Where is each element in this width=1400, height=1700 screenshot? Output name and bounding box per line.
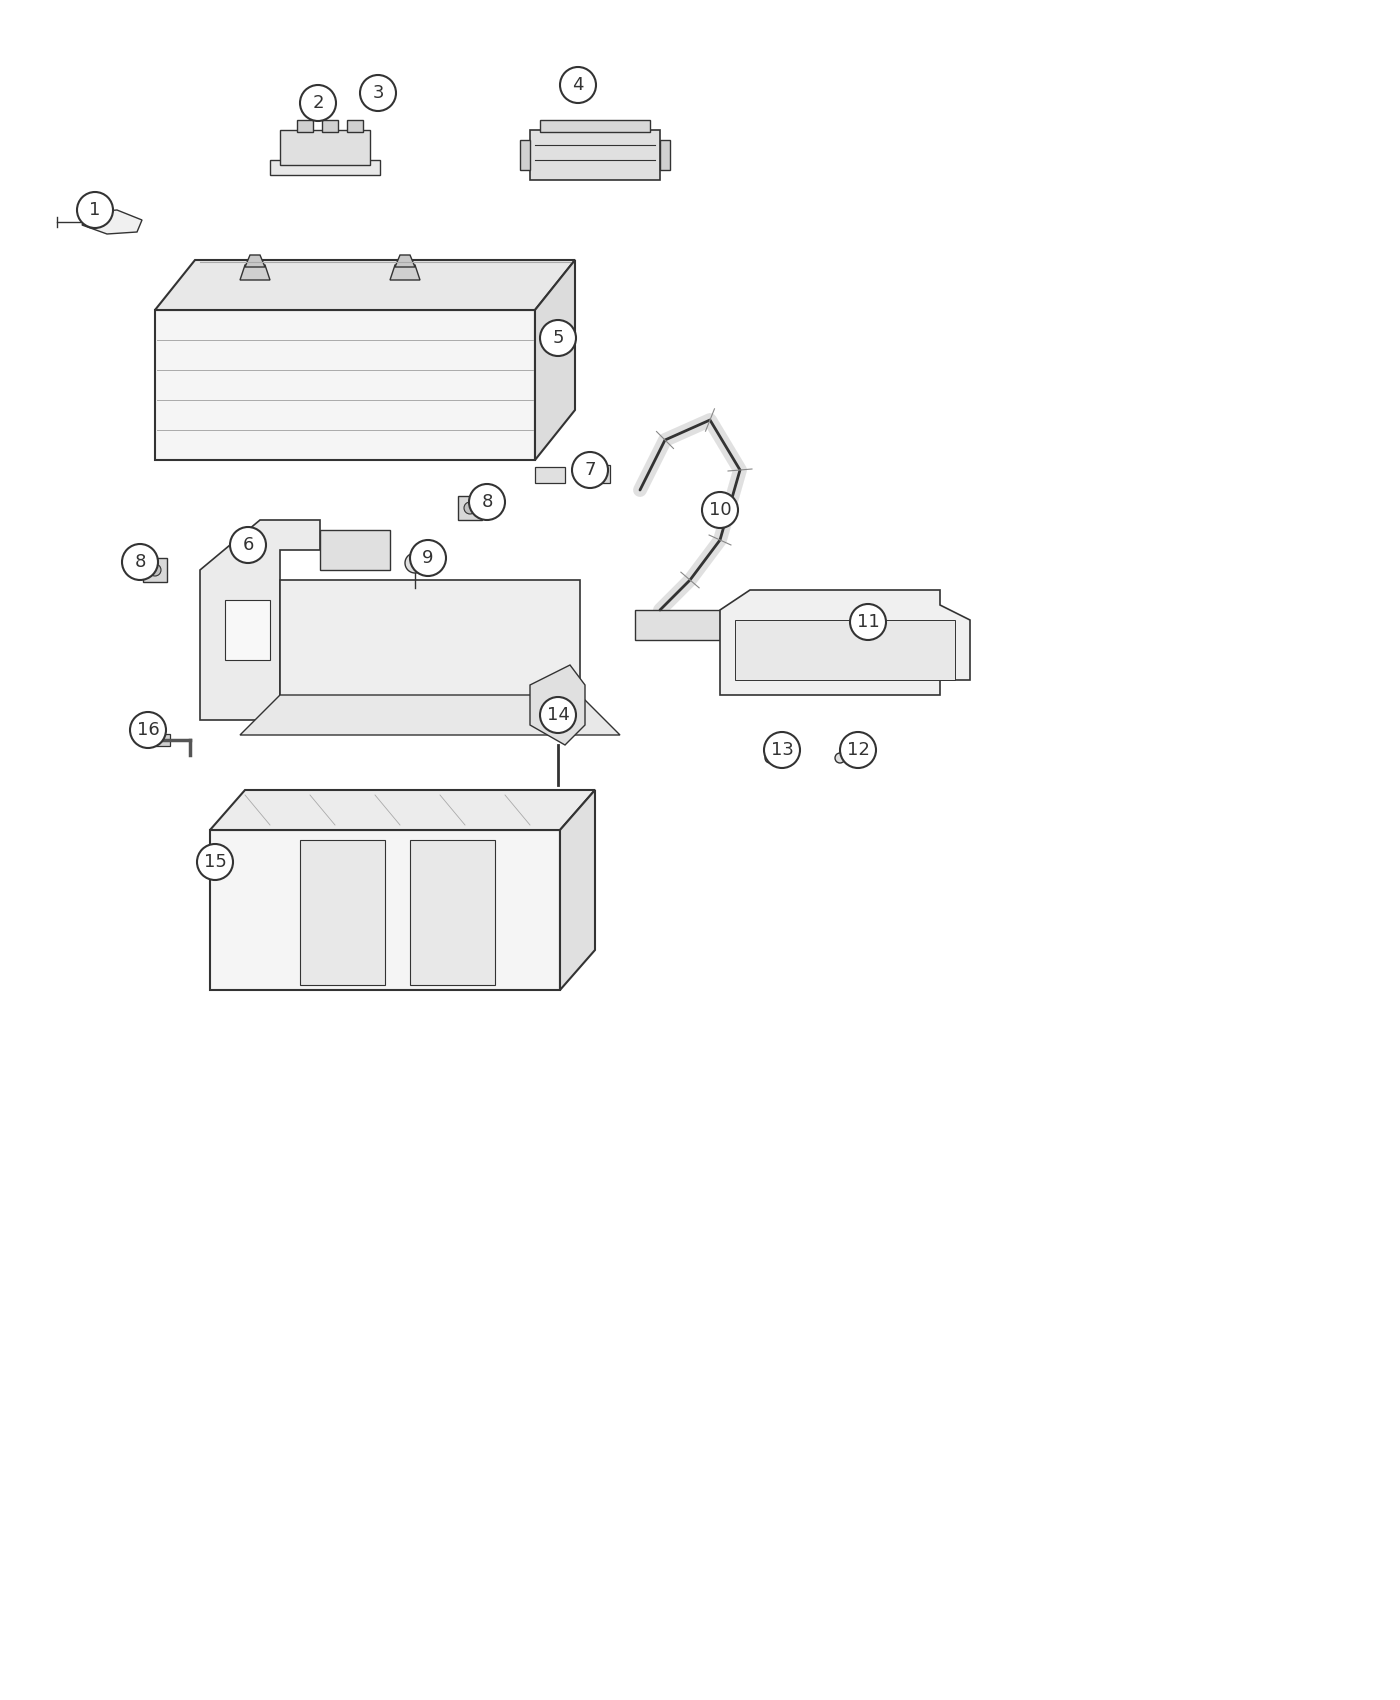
Circle shape	[405, 552, 426, 573]
Polygon shape	[300, 840, 385, 984]
Text: 7: 7	[584, 461, 596, 479]
Text: 10: 10	[708, 502, 731, 518]
Circle shape	[230, 527, 266, 563]
Circle shape	[764, 753, 776, 763]
Text: 1: 1	[90, 201, 101, 219]
Polygon shape	[395, 255, 414, 267]
Polygon shape	[580, 466, 610, 483]
Polygon shape	[280, 129, 370, 165]
Polygon shape	[531, 665, 585, 745]
Polygon shape	[391, 265, 420, 280]
Polygon shape	[155, 309, 535, 461]
Polygon shape	[659, 139, 671, 170]
Circle shape	[300, 85, 336, 121]
Polygon shape	[155, 260, 575, 309]
Circle shape	[148, 564, 161, 576]
Polygon shape	[560, 790, 595, 989]
Text: 14: 14	[546, 706, 570, 724]
Text: 6: 6	[242, 536, 253, 554]
Text: 3: 3	[372, 83, 384, 102]
Circle shape	[840, 733, 876, 768]
Circle shape	[540, 320, 575, 355]
Polygon shape	[347, 121, 363, 133]
Circle shape	[77, 192, 113, 228]
Polygon shape	[321, 530, 391, 570]
Text: 15: 15	[203, 853, 227, 870]
Polygon shape	[245, 255, 265, 267]
Circle shape	[463, 502, 476, 513]
Circle shape	[197, 843, 232, 881]
Circle shape	[360, 75, 396, 110]
Polygon shape	[735, 620, 955, 680]
Text: 12: 12	[847, 741, 869, 758]
Circle shape	[540, 697, 575, 733]
Polygon shape	[225, 600, 270, 660]
Circle shape	[850, 604, 886, 639]
Text: 8: 8	[134, 552, 146, 571]
Circle shape	[701, 491, 738, 529]
Polygon shape	[280, 580, 580, 700]
Polygon shape	[458, 496, 482, 520]
Polygon shape	[720, 590, 970, 695]
Circle shape	[560, 66, 596, 104]
Text: 4: 4	[573, 76, 584, 94]
Text: 13: 13	[770, 741, 794, 758]
Text: 16: 16	[137, 721, 160, 740]
Polygon shape	[535, 260, 575, 461]
Circle shape	[764, 733, 799, 768]
Polygon shape	[210, 790, 595, 830]
Polygon shape	[297, 121, 314, 133]
Polygon shape	[531, 129, 659, 180]
Polygon shape	[83, 211, 141, 235]
Circle shape	[122, 544, 158, 580]
Polygon shape	[200, 520, 321, 721]
Circle shape	[130, 712, 167, 748]
Polygon shape	[155, 734, 169, 746]
Text: 5: 5	[552, 330, 564, 347]
Circle shape	[573, 452, 608, 488]
Polygon shape	[636, 610, 720, 639]
Text: 2: 2	[312, 94, 323, 112]
Polygon shape	[270, 160, 379, 175]
Circle shape	[410, 541, 447, 576]
Polygon shape	[143, 558, 167, 581]
Polygon shape	[210, 830, 560, 989]
Polygon shape	[540, 121, 650, 133]
Polygon shape	[239, 265, 270, 280]
Text: 11: 11	[857, 614, 879, 631]
Polygon shape	[535, 468, 566, 483]
Circle shape	[834, 753, 846, 763]
Polygon shape	[322, 121, 337, 133]
Text: 9: 9	[423, 549, 434, 568]
Polygon shape	[239, 695, 620, 734]
Polygon shape	[519, 139, 531, 170]
Circle shape	[469, 484, 505, 520]
Polygon shape	[410, 840, 496, 984]
Text: 8: 8	[482, 493, 493, 512]
